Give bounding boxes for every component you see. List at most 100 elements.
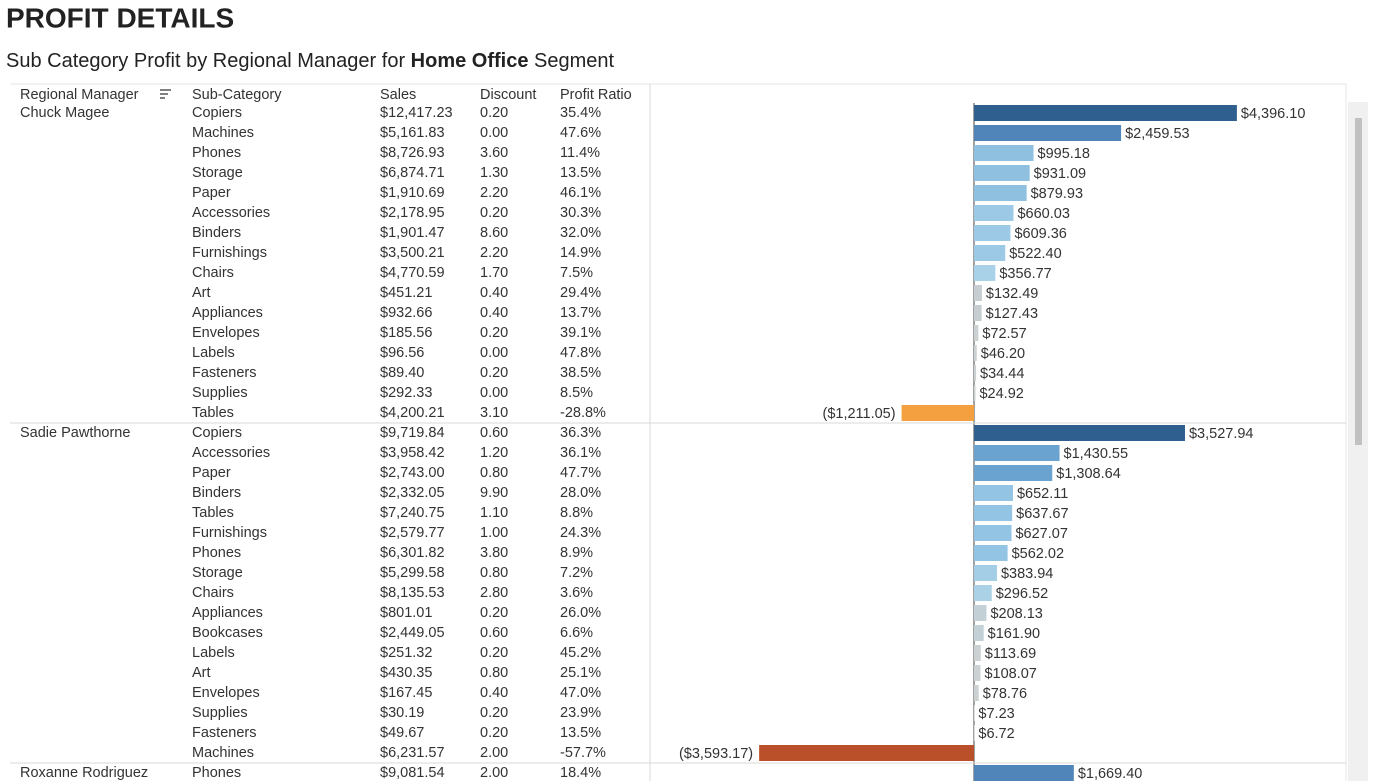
- profit-bar: [974, 485, 1013, 501]
- profit-bar: [974, 445, 1060, 461]
- profit-label: $3,527.94: [1189, 426, 1254, 442]
- cell: 0.20: [480, 365, 508, 381]
- cell: $12,417.23: [380, 105, 453, 121]
- profit-label: $113.69: [985, 646, 1036, 662]
- cell: Phones: [192, 545, 241, 561]
- cell: $251.32: [380, 645, 432, 661]
- profit-label: $995.18: [1038, 146, 1090, 162]
- profit-label: $879.93: [1031, 186, 1083, 202]
- profit-label: $4,396.10: [1241, 106, 1306, 122]
- cell: Envelopes: [192, 325, 260, 341]
- cell: Furnishings: [192, 245, 267, 261]
- profit-bar: [974, 205, 1014, 221]
- cell: 9.90: [480, 485, 508, 501]
- cell: 36.1%: [560, 445, 601, 461]
- profit-bar: [974, 625, 984, 641]
- profit-bar: [974, 605, 987, 621]
- cell: 13.7%: [560, 305, 601, 321]
- cell: 8.8%: [560, 505, 593, 521]
- cell: 39.1%: [560, 325, 601, 341]
- cell: $8,135.53: [380, 585, 445, 601]
- profit-bar: [974, 165, 1030, 181]
- cell: $2,332.05: [380, 485, 445, 501]
- profit-bar: [974, 765, 1074, 781]
- cell: 32.0%: [560, 225, 601, 241]
- cell: 1.10: [480, 505, 508, 521]
- scroll-thumb[interactable]: [1355, 118, 1362, 445]
- cell: $2,449.05: [380, 625, 445, 641]
- profit-label: $356.77: [999, 266, 1051, 282]
- cell: Chairs: [192, 265, 234, 281]
- profit-label: $6.72: [978, 726, 1014, 742]
- profit-bar: [974, 365, 977, 381]
- cell: Supplies: [192, 385, 248, 401]
- profit-bar: [974, 525, 1012, 541]
- profit-label: $296.52: [996, 586, 1048, 602]
- cell: Binders: [192, 225, 241, 241]
- cell: 28.0%: [560, 485, 601, 501]
- profit-label: $161.90: [988, 626, 1040, 642]
- cell: 8.5%: [560, 385, 593, 401]
- cell: Labels: [192, 345, 235, 361]
- column-header: Sales: [380, 87, 416, 103]
- cell: Furnishings: [192, 525, 267, 541]
- cell: 0.20: [480, 325, 508, 341]
- cell: 26.0%: [560, 605, 601, 621]
- cell: $1,901.47: [380, 225, 445, 241]
- profit-label: $7.23: [978, 706, 1014, 722]
- cell: 35.4%: [560, 105, 601, 121]
- profit-label: $34.44: [980, 366, 1024, 382]
- profit-label: ($3,593.17): [679, 746, 753, 762]
- profit-bar: [974, 125, 1122, 141]
- cell: Envelopes: [192, 685, 260, 701]
- cell: Art: [192, 285, 211, 301]
- profit-label: $1,669.40: [1078, 766, 1143, 781]
- profit-bar: [974, 245, 1006, 261]
- profit-label: $2,459.53: [1125, 126, 1190, 142]
- cell: Labels: [192, 645, 235, 661]
- cell: $4,200.21: [380, 405, 445, 421]
- cell: 0.20: [480, 645, 508, 661]
- profit-bar: [974, 285, 982, 301]
- cell: $4,770.59: [380, 265, 445, 281]
- cell: 7.5%: [560, 265, 593, 281]
- cell: Fasteners: [192, 365, 256, 381]
- manager: Roxanne Rodriguez: [20, 765, 148, 781]
- cell: 46.1%: [560, 185, 601, 201]
- cell: 0.00: [480, 125, 508, 141]
- cell: $2,579.77: [380, 525, 445, 541]
- sort-icon[interactable]: [160, 89, 171, 99]
- title: PROFIT DETAILS: [6, 2, 234, 33]
- cell: $932.66: [380, 305, 432, 321]
- cell: $96.56: [380, 345, 424, 361]
- cell: Phones: [192, 765, 241, 781]
- cell: $9,719.84: [380, 425, 445, 441]
- profit-label: $627.07: [1015, 526, 1067, 542]
- profit-label: $660.03: [1017, 206, 1069, 222]
- column-header: Profit Ratio: [560, 87, 632, 103]
- profit-label: $522.40: [1009, 246, 1061, 262]
- profit-label: $652.11: [1017, 486, 1068, 502]
- cell: 3.60: [480, 145, 508, 161]
- profit-label: $931.09: [1034, 166, 1086, 182]
- profit-bar: [974, 585, 992, 601]
- profit-bar: [974, 685, 979, 701]
- cell: 2.80: [480, 585, 508, 601]
- profit-label: $208.13: [990, 606, 1042, 622]
- profit-label: $637.67: [1016, 506, 1068, 522]
- profit-label: $609.36: [1014, 226, 1066, 242]
- profit-bar: [974, 665, 981, 681]
- profit-bar: [974, 325, 979, 341]
- cell: $430.35: [380, 665, 432, 681]
- cell: 2.20: [480, 245, 508, 261]
- cell: 0.00: [480, 385, 508, 401]
- subtitle-text: Sub Category Profit by Regional Manager …: [6, 50, 411, 72]
- cell: Tables: [192, 405, 234, 421]
- profit-label: $383.94: [1001, 566, 1053, 582]
- cell: 0.20: [480, 705, 508, 721]
- profit-bar: [974, 385, 976, 401]
- cell: $2,178.95: [380, 205, 445, 221]
- cell: $292.33: [380, 385, 432, 401]
- cell: Supplies: [192, 705, 248, 721]
- cell: 0.40: [480, 305, 508, 321]
